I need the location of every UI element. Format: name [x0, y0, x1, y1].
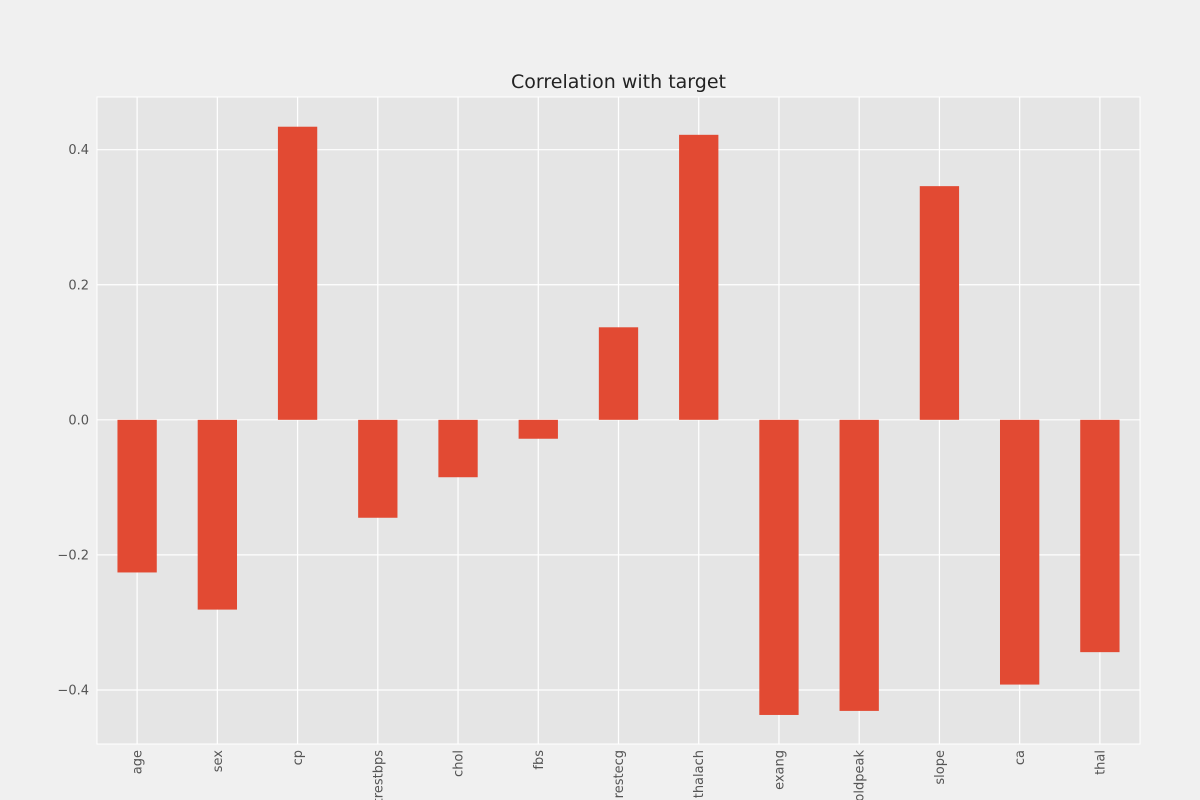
- bar-thal: [1080, 419, 1120, 653]
- bar-exang: [759, 419, 799, 715]
- bar-ca: [999, 419, 1040, 685]
- y-tick-label: −0.2: [57, 548, 89, 563]
- x-tick-label: ca: [1013, 750, 1028, 765]
- x-tick-label: sex: [211, 750, 226, 773]
- bar-sex: [197, 419, 238, 610]
- bar-thalach: [679, 134, 719, 420]
- x-axis-ticks: age sex cp trestbps chol fbs restecg thalach exa…: [131, 750, 1109, 800]
- x-tick-label: age: [131, 750, 146, 774]
- x-tick-label: trestbps: [371, 750, 386, 800]
- x-tick-label: slope: [933, 750, 948, 785]
- bar-slope: [919, 186, 960, 420]
- bar-chol: [438, 419, 478, 478]
- bar-age: [117, 419, 157, 573]
- bar-trestbps: [358, 419, 398, 518]
- x-tick-label: oldpeak: [853, 750, 868, 800]
- y-tick-label: 0.0: [68, 413, 89, 428]
- y-axis-ticks: −0.4 −0.2 0.0 0.2 0.4: [57, 143, 89, 698]
- x-tick-label: exang: [772, 750, 787, 790]
- bar-oldpeak: [839, 419, 879, 711]
- bars: [117, 126, 1120, 715]
- y-tick-label: 0.4: [68, 143, 89, 158]
- x-tick-label: fbs: [532, 750, 547, 770]
- chart-title: Correlation with target: [511, 71, 726, 93]
- x-tick-label: thalach: [692, 750, 707, 798]
- x-tick-label: chol: [452, 750, 467, 777]
- bar-fbs: [518, 419, 558, 439]
- x-tick-label: thal: [1093, 750, 1108, 775]
- y-tick-label: −0.4: [57, 683, 89, 698]
- bar-cp: [277, 126, 318, 420]
- bar-restecg: [598, 327, 639, 420]
- x-tick-label: restecg: [612, 750, 627, 798]
- y-tick-label: 0.2: [68, 278, 89, 293]
- x-tick-label: cp: [291, 750, 306, 765]
